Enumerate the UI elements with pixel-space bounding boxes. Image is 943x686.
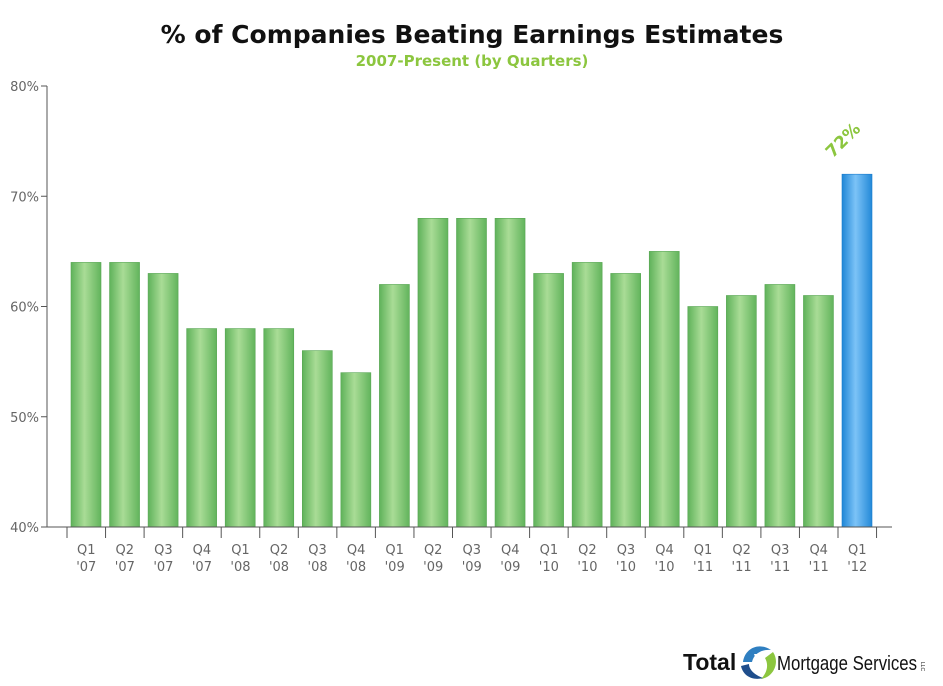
x-tick-label-quarter: Q1 <box>540 543 559 558</box>
bar <box>109 262 140 528</box>
x-tick-label-year: '11 <box>809 560 829 575</box>
x-tick-label-year: '09 <box>462 560 482 575</box>
x-tick-label-quarter: Q4 <box>809 543 828 558</box>
chart-title: % of Companies Beating Earnings Estimate… <box>161 20 784 49</box>
logo-word-mortgage-services: Mortgage Services <box>777 653 917 675</box>
x-tick-label-quarter: Q4 <box>501 543 520 558</box>
bar <box>648 251 680 528</box>
x-tick-label-quarter: Q3 <box>771 543 790 558</box>
bar <box>263 328 295 528</box>
y-tick-label: 70% <box>10 190 39 205</box>
y-tick-label: 80% <box>10 80 39 95</box>
x-tick-label-quarter: Q3 <box>154 543 173 558</box>
bar <box>494 218 526 528</box>
x-tick-label-quarter: Q1 <box>848 543 867 558</box>
logo-mark-icon <box>741 646 776 679</box>
x-tick-label-year: '11 <box>732 560 752 575</box>
logo-word-total: Total <box>683 649 736 675</box>
x-tick-label-year: '08 <box>269 560 289 575</box>
bar <box>610 273 642 528</box>
bar <box>456 218 487 528</box>
bar <box>726 295 757 528</box>
x-tick-label-quarter: Q4 <box>655 543 674 558</box>
data-labels: 72% <box>822 119 865 162</box>
x-tick-label-quarter: Q1 <box>694 543 713 558</box>
x-tick-label-year: '07 <box>115 560 135 575</box>
x-tick-label-year: '11 <box>693 560 713 575</box>
bars <box>70 173 873 528</box>
x-tick-label-year: '07 <box>192 560 212 575</box>
x-tick-label-year: '08 <box>230 560 250 575</box>
bar <box>571 262 603 528</box>
x-tick-label-year: '10 <box>654 560 674 575</box>
x-tick-label-quarter: Q2 <box>270 543 289 558</box>
bar <box>147 273 179 528</box>
x-tick-label-quarter: Q4 <box>193 543 212 558</box>
x-tick-label-quarter: Q2 <box>116 543 135 558</box>
x-tick-label-quarter: Q2 <box>578 543 597 558</box>
y-tick-label: 50% <box>10 411 39 426</box>
bar <box>803 295 834 528</box>
y-tick-label: 60% <box>10 301 39 316</box>
bar <box>186 328 217 528</box>
x-tick-label-quarter: Q3 <box>463 543 482 558</box>
bar <box>379 284 410 528</box>
x-tick-label-quarter: Q4 <box>347 543 366 558</box>
x-tick-label-year: '07 <box>76 560 96 575</box>
x-tick-label-year: '08 <box>346 560 366 575</box>
bar-value-label: 72% <box>822 119 865 162</box>
x-tick-label-quarter: Q3 <box>308 543 327 558</box>
x-tick-label-quarter: Q1 <box>385 543 404 558</box>
bar <box>764 284 796 528</box>
x-tick-label-year: '07 <box>153 560 173 575</box>
bar <box>533 273 564 528</box>
x-tick-label-quarter: Q1 <box>231 543 250 558</box>
x-tick-label-year: '10 <box>577 560 597 575</box>
company-logo: Total Mortgage Services LLC <box>683 646 925 679</box>
x-tick-label-year: '11 <box>770 560 790 575</box>
bar <box>301 350 333 528</box>
bar <box>70 262 102 528</box>
x-tick-label-year: '09 <box>500 560 520 575</box>
x-tick-label-quarter: Q2 <box>732 543 751 558</box>
bar <box>417 218 449 528</box>
bar <box>340 372 372 528</box>
chart-subtitle: 2007-Present (by Quarters) <box>356 52 589 70</box>
x-tick-label-year: '10 <box>616 560 636 575</box>
x-tick-label-quarter: Q1 <box>77 543 96 558</box>
bar <box>687 306 719 528</box>
x-tick-label-year: '12 <box>847 560 867 575</box>
y-tick-label: 40% <box>10 521 39 536</box>
bar-highlight <box>841 173 873 528</box>
x-tick-label-quarter: Q3 <box>617 543 636 558</box>
y-axis: 40% 50% 60% 70% 80% <box>10 80 48 536</box>
x-tick-label-year: '09 <box>385 560 405 575</box>
x-tick-label-quarter: Q2 <box>424 543 443 558</box>
x-tick-label-year: '08 <box>308 560 328 575</box>
x-axis: Q1 '07 Q2 '07 Q3 '07 Q4 '07 Q1 '08 Q2 '08 Q3 '08 Q4 '08… <box>47 526 892 575</box>
x-tick-label-year: '09 <box>423 560 443 575</box>
bar <box>224 328 256 528</box>
logo-trademark: LLC <box>919 662 925 672</box>
x-tick-label-year: '10 <box>539 560 559 575</box>
